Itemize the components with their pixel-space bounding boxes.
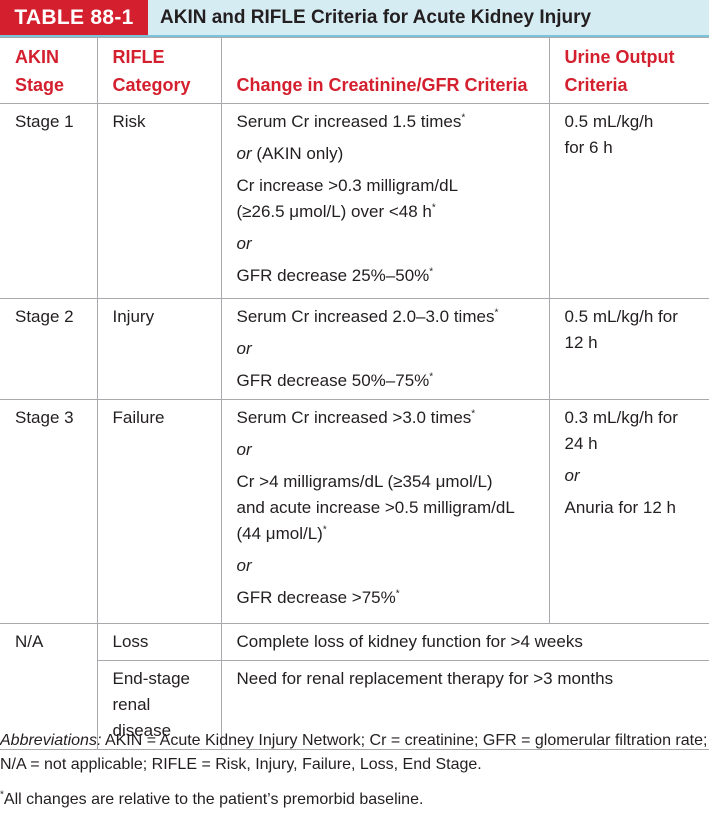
criteria-line: GFR decrease >75%* — [236, 588, 400, 607]
criteria-line: Serum Cr increased 1.5 times* — [236, 112, 466, 131]
rifle-line: End-stage — [112, 669, 191, 688]
header-akin-stage: AKIN Stage — [0, 37, 98, 104]
footnote-mark: * — [471, 408, 476, 420]
rifle-category-cell: Failure — [96, 399, 222, 624]
footnote-mark: * — [461, 112, 466, 124]
urine-output-cell: 0.3 mL/kg/h for 24 h or Anuria for 12 h — [548, 399, 709, 624]
header-rifle-category: RIFLE Category — [96, 37, 222, 104]
criteria-line: (44 μmol/L)* — [236, 524, 327, 543]
header-row: AKIN Stage RIFLE Category Change in Crea… — [0, 37, 709, 104]
criteria-line: Serum Cr increased >3.0 times* — [236, 408, 476, 427]
table-row-stage-3: Stage 3 Failure Serum Cr increased >3.0 … — [0, 399, 709, 624]
criteria-line: Serum Cr increased 2.0–3.0 times* — [236, 307, 499, 326]
abbreviations-line2: N/A = not applicable; RIFLE = Risk, Inju… — [0, 756, 482, 773]
header-urine-line2: Criteria — [564, 75, 628, 95]
rifle-category-cell: Risk — [96, 103, 222, 299]
urine-line: Anuria for 12 h — [564, 498, 677, 517]
table-row-end-stage: End-stage renal disease Need for renal r… — [0, 660, 709, 750]
criteria-or: or — [236, 234, 252, 253]
header-creatinine-label: Change in Creatinine/GFR Criteria — [236, 75, 528, 95]
footnote-mark: * — [429, 371, 434, 383]
header-urine-line1: Urine Output — [564, 47, 675, 67]
urine-output-cell: 0.5 mL/kg/h for 12 h — [548, 298, 709, 400]
footnote-text: All changes are relative to the patient’… — [3, 791, 424, 808]
footnote-mark: * — [395, 588, 400, 600]
criteria-line: GFR decrease 50%–75%* — [236, 371, 434, 390]
urine-line: 12 h — [564, 333, 598, 352]
header-rifle-line1: RIFLE — [112, 47, 165, 67]
criteria-line: (≥26.5 μmol/L) over <48 h* — [236, 202, 436, 221]
akin-stage-cell: Stage 3 — [0, 399, 98, 624]
abbreviations-label: Abbreviations: — [0, 732, 102, 749]
urine-line: 0.5 mL/kg/h — [564, 112, 654, 131]
creatinine-criteria-cell: Serum Cr increased 2.0–3.0 times* or GFR… — [220, 298, 550, 400]
table-row-stage-2: Stage 2 Injury Serum Cr increased 2.0–3.… — [0, 298, 709, 400]
header-rifle-line2: Category — [112, 75, 191, 95]
criteria-or: or — [236, 556, 252, 575]
creatinine-criteria-cell: Complete loss of kidney function for >4 … — [220, 623, 709, 661]
creatinine-criteria-cell: Serum Cr increased 1.5 times* or (AKIN o… — [220, 103, 550, 299]
footnote-mark: * — [0, 789, 4, 801]
urine-line: 24 h — [564, 434, 598, 453]
abbreviations-note: Abbreviations: AKIN = Acute Kidney Injur… — [0, 729, 709, 777]
table-number-tag: TABLE 88-1 — [0, 0, 148, 35]
criteria-table: AKIN Stage RIFLE Category Change in Crea… — [0, 37, 709, 750]
rifle-line: renal disease — [112, 695, 172, 740]
criteria-line: Cr increase >0.3 milligram/dL — [236, 176, 459, 195]
criteria-or: or — [236, 440, 252, 459]
criteria-line: Cr >4 milligrams/dL (≥354 μmol/L) — [236, 472, 493, 491]
table-title: AKIN and RIFLE Criteria for Acute Kidney… — [160, 7, 592, 28]
header-urine-output: Urine Output Criteria — [548, 37, 709, 104]
footnote-mark: * — [429, 266, 434, 278]
footnote-mark: * — [494, 307, 499, 319]
rifle-category-cell: Loss — [96, 623, 222, 661]
table-title-bar: TABLE 88-1 AKIN and RIFLE Criteria for A… — [0, 0, 709, 37]
abbreviations-line1: AKIN = Acute Kidney Injury Network; Cr =… — [104, 732, 708, 749]
header-akin-line1: AKIN — [15, 47, 59, 67]
urine-line: for 6 h — [564, 138, 613, 157]
akin-stage-cell: Stage 2 — [0, 298, 98, 400]
footnote-mark: * — [322, 524, 327, 536]
urine-or: or — [564, 466, 580, 485]
creatinine-criteria-cell: Need for renal replacement therapy for >… — [220, 660, 709, 750]
rifle-category-cell: End-stage renal disease — [97, 660, 222, 750]
header-creatinine-criteria: Change in Creatinine/GFR Criteria — [220, 37, 550, 104]
criteria-line: GFR decrease 25%–50%* — [236, 266, 434, 285]
urine-line: 0.5 mL/kg/h for — [564, 307, 678, 326]
header-akin-line2: Stage — [15, 75, 65, 95]
creatinine-criteria-cell: Serum Cr increased >3.0 times* or Cr >4 … — [220, 399, 550, 624]
akin-stage-cell: Stage 1 — [0, 103, 98, 299]
criteria-line: and acute increase >0.5 milligram/dL — [236, 498, 515, 517]
criteria-or: or — [236, 339, 252, 358]
footnote-mark: * — [431, 202, 436, 214]
table-row-stage-1: Stage 1 Risk Serum Cr increased 1.5 time… — [0, 103, 709, 299]
footnote: *All changes are relative to the patient… — [0, 788, 709, 812]
table-row-na-loss: N/A Loss Complete loss of kidney functio… — [0, 623, 709, 750]
urine-output-cell: 0.5 mL/kg/h for 6 h — [548, 103, 709, 299]
criteria-line: or (AKIN only) — [236, 144, 344, 163]
urine-line: 0.3 mL/kg/h for — [564, 408, 678, 427]
akin-stage-cell: N/A — [0, 623, 98, 750]
rifle-category-cell: Injury — [96, 298, 222, 400]
